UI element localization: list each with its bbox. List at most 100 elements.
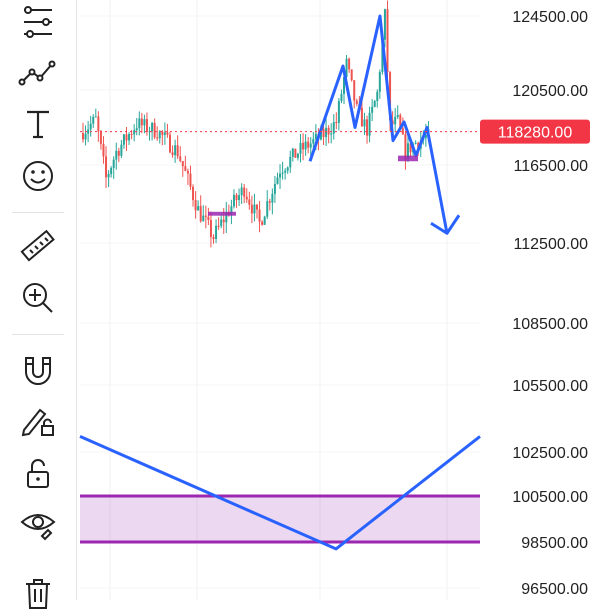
candle-body xyxy=(110,167,113,175)
trend-line-tools-icon[interactable] xyxy=(18,2,58,42)
candle-body xyxy=(337,101,340,123)
candle-body xyxy=(373,101,376,107)
draw-lock-tool-icon[interactable] xyxy=(18,402,58,442)
candle-body xyxy=(115,150,118,160)
candle-body xyxy=(371,106,374,113)
candle-body xyxy=(335,122,338,124)
candle-body xyxy=(87,129,90,134)
candle-body xyxy=(128,134,131,141)
candle-body xyxy=(197,206,200,211)
candle-body xyxy=(414,142,417,144)
candle-body xyxy=(386,9,389,73)
candle-body xyxy=(145,119,148,132)
candlestick-series xyxy=(82,0,430,248)
target-zone[interactable] xyxy=(80,494,480,544)
candle-body xyxy=(330,133,333,135)
candle-body xyxy=(319,128,322,140)
candle-body xyxy=(383,9,386,40)
candle-body xyxy=(396,114,399,117)
candle-body xyxy=(363,119,366,127)
candle-body xyxy=(138,118,141,129)
candle-body xyxy=(389,72,392,121)
candle-body xyxy=(248,199,251,205)
candle-body xyxy=(238,195,241,201)
candle-body xyxy=(271,193,274,203)
pattern-tools-icon[interactable] xyxy=(18,52,58,92)
candle-body xyxy=(289,156,292,168)
candle-body xyxy=(332,122,335,134)
candle-body xyxy=(89,123,92,130)
candle-body xyxy=(176,145,179,157)
candle-body xyxy=(376,91,379,102)
candle-body xyxy=(107,174,110,178)
candle-body xyxy=(245,196,248,200)
visibility-tool-icon[interactable] xyxy=(18,504,58,544)
candle-body xyxy=(130,134,133,136)
current-price-badge xyxy=(480,119,590,144)
candle-body xyxy=(409,143,412,153)
candle-body xyxy=(299,142,302,154)
text-tool-icon[interactable] xyxy=(18,104,58,144)
ruler-tool-icon[interactable] xyxy=(18,226,58,266)
candle-body xyxy=(120,144,123,156)
lock-tool-icon[interactable] xyxy=(18,454,58,494)
candle-body xyxy=(391,120,394,125)
candle-body xyxy=(368,112,371,136)
candle-body xyxy=(199,206,202,222)
candle-body xyxy=(378,71,381,92)
candle-body xyxy=(263,216,266,225)
candle-body xyxy=(125,134,128,141)
candle-body xyxy=(166,132,169,135)
candle-body xyxy=(220,219,223,226)
candle-body xyxy=(97,116,100,132)
candle-body xyxy=(225,212,228,223)
zoom-in-tool-icon[interactable] xyxy=(18,278,58,318)
candle-body xyxy=(179,156,182,162)
candle-body xyxy=(133,130,136,135)
candle-body xyxy=(202,215,205,222)
candle-body xyxy=(230,206,233,216)
magnet-tool-icon[interactable] xyxy=(18,350,58,390)
candle-body xyxy=(261,221,264,225)
candle-body xyxy=(266,201,269,217)
candle-body xyxy=(417,142,420,149)
candle-body xyxy=(212,237,215,239)
support-box xyxy=(398,155,418,162)
pattern-drawings[interactable] xyxy=(79,14,481,551)
pattern-polyline xyxy=(308,14,449,234)
candle-body xyxy=(174,145,177,156)
candle-body xyxy=(256,204,258,210)
candle-body xyxy=(217,225,220,227)
candle-body xyxy=(158,131,161,139)
v-projection-line xyxy=(79,435,481,551)
candle-body xyxy=(291,148,294,157)
candle-body xyxy=(304,141,307,150)
candle-body xyxy=(314,133,317,140)
candle-body xyxy=(105,156,108,178)
candle-body xyxy=(279,173,282,178)
candle-body xyxy=(366,119,369,136)
emoji-tool-icon[interactable] xyxy=(18,156,58,196)
candle-body xyxy=(171,152,174,156)
current-price-label: 118280.00 xyxy=(498,125,573,142)
candle-body xyxy=(189,173,192,187)
candle-body xyxy=(286,167,289,171)
candle-body xyxy=(309,143,312,148)
price-axis-label: 108500.00 xyxy=(512,316,588,333)
candle-body xyxy=(340,93,343,102)
candle-body xyxy=(348,58,351,70)
candle-body xyxy=(345,58,348,77)
candle-body xyxy=(243,187,246,197)
candle-body xyxy=(148,131,151,133)
candle-body xyxy=(194,200,197,211)
candle-body xyxy=(140,118,143,126)
candle-body xyxy=(350,69,353,81)
candle-body xyxy=(406,143,409,160)
candle-body xyxy=(355,100,358,104)
candle-body xyxy=(322,128,325,138)
candle-body xyxy=(92,116,95,124)
candle-body xyxy=(394,116,397,125)
candle-body xyxy=(360,107,363,127)
candle-body xyxy=(169,134,171,153)
